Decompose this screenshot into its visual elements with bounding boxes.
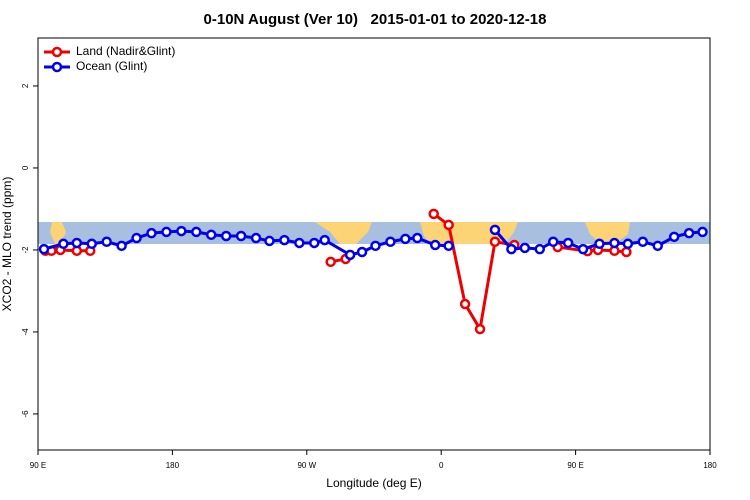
data-point	[443, 219, 454, 231]
y-axis-label: XCO2 - MLO trend (ppm)	[0, 177, 14, 312]
legend-marker	[51, 61, 63, 73]
data-point	[562, 237, 574, 249]
y-tick-label: -6	[21, 410, 30, 418]
data-point	[235, 230, 247, 242]
x-tick-label: 180	[166, 461, 180, 470]
y-tick-label: 2	[21, 83, 30, 88]
data-point	[220, 230, 232, 242]
data-point	[519, 242, 531, 254]
data-point	[176, 225, 187, 237]
land-shape	[315, 222, 372, 244]
data-point	[697, 226, 708, 238]
data-point	[621, 246, 632, 258]
ocean-band	[38, 222, 710, 244]
data-point	[668, 231, 680, 243]
data-point	[652, 240, 663, 252]
data-point	[622, 238, 634, 250]
data-point	[594, 238, 605, 250]
legend-label: Ocean (Glint)	[76, 59, 147, 73]
data-point	[385, 236, 396, 247]
data-point	[474, 323, 486, 335]
data-point	[319, 234, 330, 246]
data-point	[38, 243, 50, 255]
x-tick-label: 90 E	[567, 461, 583, 470]
data-point	[400, 233, 411, 245]
data-point	[356, 246, 368, 258]
data-point	[429, 239, 441, 251]
series-line	[43, 229, 449, 257]
data-point	[58, 238, 69, 250]
data-point	[637, 236, 649, 247]
x-tick-label: 90 E	[30, 461, 46, 470]
data-point	[506, 243, 517, 255]
data-point	[577, 243, 589, 255]
legend-marker	[51, 46, 63, 58]
data-point	[683, 227, 695, 239]
x-tick-label: 180	[703, 461, 717, 470]
plot-frame	[37, 37, 711, 451]
data-point	[205, 229, 217, 241]
data-point	[489, 236, 501, 247]
data-point	[443, 240, 454, 252]
data-point	[86, 238, 98, 250]
data-point	[131, 232, 142, 244]
chart-title: 0-10N August (Ver 10) 2015-01-01 to 2020…	[204, 11, 547, 28]
y-tick-label: -4	[21, 328, 30, 336]
data-point	[309, 237, 320, 249]
x-tick-label: 0	[439, 461, 444, 470]
data-point	[325, 256, 336, 268]
data-point	[250, 232, 262, 244]
x-axis-label: Longitude (deg E)	[326, 476, 421, 490]
data-point	[489, 224, 501, 236]
y-tick-label: -2	[21, 246, 30, 254]
data-point	[146, 227, 157, 239]
data-point	[609, 237, 620, 249]
land-shape	[50, 222, 66, 244]
data-point	[161, 226, 172, 238]
data-point	[71, 237, 83, 249]
x-tick-label: 90 W	[297, 461, 316, 470]
data-point	[294, 237, 305, 249]
data-point	[412, 232, 423, 244]
data-point	[116, 240, 127, 252]
y-tick-label: 0	[21, 165, 30, 170]
data-point	[344, 249, 356, 261]
legend-label: Land (Nadir&Glint)	[76, 44, 175, 58]
data-point	[264, 235, 275, 247]
data-point	[279, 234, 290, 246]
data-point	[428, 208, 439, 220]
data-point	[547, 236, 559, 247]
data-point	[101, 236, 112, 247]
data-point	[370, 240, 381, 252]
data-point	[534, 243, 546, 255]
data-point	[191, 226, 202, 238]
data-point	[459, 298, 471, 310]
land-shape	[585, 222, 630, 244]
